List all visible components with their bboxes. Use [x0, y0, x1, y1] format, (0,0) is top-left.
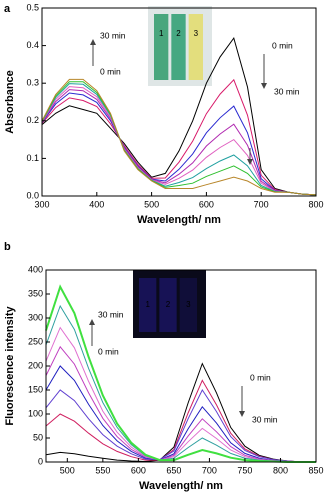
annotation: 30 min	[252, 414, 278, 424]
annotation: 0 min	[98, 346, 119, 356]
spectrum-line	[41, 36, 317, 196]
y-tick-label: 0.0	[26, 190, 39, 200]
x-tick-label: 750	[237, 465, 252, 475]
annotation: 30 min	[274, 86, 300, 96]
y-tick-label: 150	[28, 384, 43, 394]
spectrum-line	[45, 284, 316, 463]
y-tick-label: 0.3	[26, 78, 39, 88]
inset-label: 1	[159, 29, 164, 38]
spectrum-line	[41, 92, 317, 196]
inset-label: 2	[176, 29, 181, 38]
annotation: 0 min	[250, 372, 271, 382]
inset-label: 1	[145, 300, 150, 309]
y-axis-title: Fluorescence intensity	[4, 306, 16, 426]
spectrum-line	[45, 362, 316, 463]
y-tick-label: 0.4	[26, 40, 39, 50]
x-tick-label: 400	[89, 199, 104, 209]
y-tick-label: 200	[28, 360, 43, 370]
vial	[139, 278, 157, 332]
plot-frame	[41, 7, 317, 197]
vial	[179, 278, 197, 332]
spectrum-line	[41, 83, 317, 196]
annotation: 0 min	[272, 40, 293, 50]
x-tick-label: 650	[166, 465, 181, 475]
y-tick-label: 0.1	[26, 153, 39, 163]
x-axis-title: Wavelength/ nm	[139, 480, 223, 492]
spectrum-line	[41, 89, 317, 196]
spectrum-line	[45, 388, 316, 463]
y-tick-label: 250	[28, 336, 43, 346]
spectrum-line	[41, 81, 317, 196]
y-tick-label: 0.2	[26, 115, 39, 125]
x-tick-label: 300	[34, 199, 49, 209]
x-tick-label: 500	[60, 465, 75, 475]
spectrum-line	[41, 78, 317, 196]
x-tick-label: 700	[202, 465, 217, 475]
y-tick-label: 300	[28, 312, 43, 322]
spectrum-line	[41, 86, 317, 196]
x-tick-label: 700	[254, 199, 269, 209]
y-tick-label: 100	[28, 408, 43, 418]
x-tick-label: 800	[308, 199, 323, 209]
panel-label: a	[4, 3, 11, 15]
inset-label: 3	[194, 29, 199, 38]
y-tick-label: 400	[28, 264, 43, 274]
y-tick-label: 350	[28, 288, 43, 298]
annotation: 0 min	[100, 66, 121, 76]
x-tick-label: 550	[95, 465, 110, 475]
vial	[188, 14, 203, 80]
x-axis-title: Wavelength/ nm	[137, 214, 221, 226]
vial	[154, 14, 169, 80]
x-tick-label: 600	[131, 465, 146, 475]
y-tick-label: 0	[38, 456, 43, 466]
inset-label: 2	[166, 300, 171, 309]
x-tick-label: 800	[273, 465, 288, 475]
y-axis-title: Absorbance	[4, 70, 16, 134]
vial	[159, 278, 177, 332]
annotation: 30 min	[98, 309, 124, 319]
y-tick-label: 0.5	[26, 2, 39, 12]
vial	[171, 14, 186, 80]
x-tick-label: 850	[308, 465, 323, 475]
spectrum-line	[41, 78, 317, 196]
x-tick-label: 500	[144, 199, 159, 209]
inset-label: 3	[186, 300, 191, 309]
y-tick-label: 50	[33, 432, 43, 442]
x-tick-label: 600	[199, 199, 214, 209]
annotation: 30 min	[100, 30, 126, 40]
panel-label: b	[4, 241, 11, 253]
